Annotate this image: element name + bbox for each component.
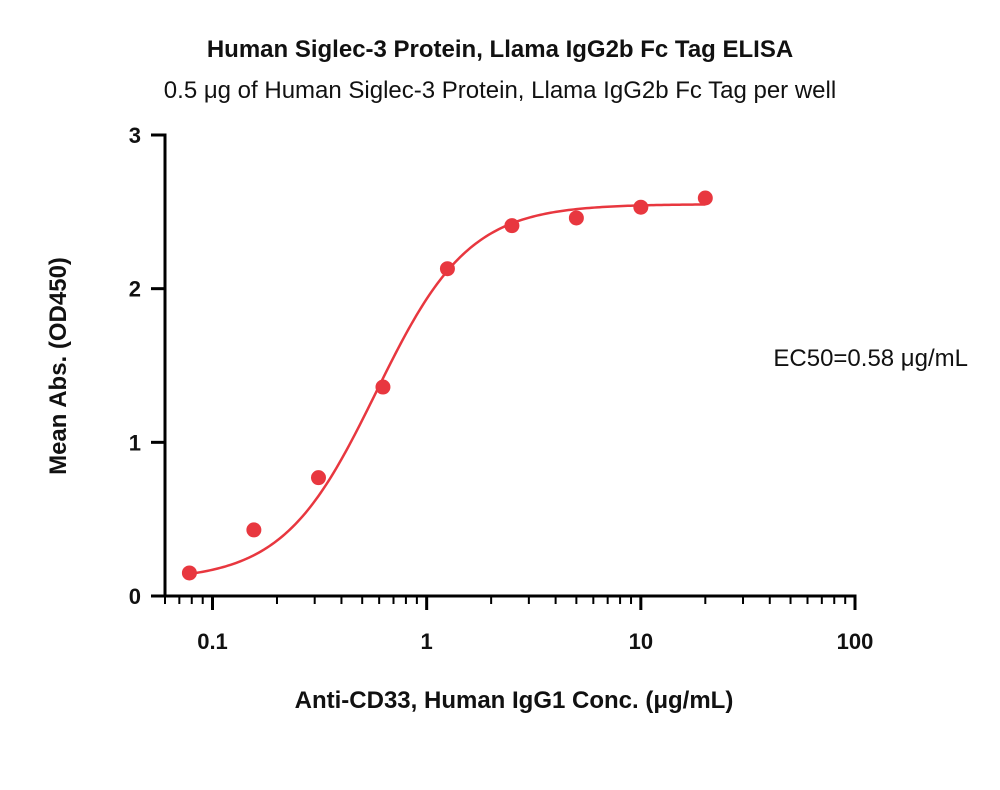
data-point-4 <box>439 261 455 277</box>
axes: 0 1 2 3 0.1 1 10 100 <box>129 123 874 654</box>
x-tick-label-1: 1 <box>421 629 433 654</box>
ec50-annotation: EC50=0.58 μg/mL <box>773 345 968 372</box>
x-tick-label-0: 0.1 <box>197 629 228 654</box>
fit-layer <box>189 203 706 576</box>
y-tick-label-0: 0 <box>129 584 141 609</box>
data-point-7 <box>633 199 649 215</box>
y-axis-title: Mean Abs. (OD450) <box>45 257 72 475</box>
x-tick-label-3: 100 <box>837 629 874 654</box>
data-point-1 <box>246 522 262 538</box>
data-point-8 <box>697 190 713 206</box>
x-tick-label-2: 10 <box>629 629 653 654</box>
y-tick-label-3: 3 <box>129 123 141 148</box>
chart-title: Human Siglec-3 Protein, Llama IgG2b Fc T… <box>206 36 794 63</box>
data-point-0 <box>181 565 197 581</box>
chart-subtitle: 0.5 μg of Human Siglec-3 Protein, Llama … <box>163 77 837 104</box>
data-point-3 <box>375 379 391 395</box>
y-tick-label-2: 2 <box>129 277 141 302</box>
x-axis-title: Anti-CD33, Human IgG1 Conc. (μg/mL) <box>295 687 734 714</box>
data-point-5 <box>504 218 520 234</box>
data-point-2 <box>310 470 326 486</box>
points-layer <box>181 190 713 581</box>
fit-curve <box>189 203 706 576</box>
data-point-6 <box>568 210 584 226</box>
y-tick-label-1: 1 <box>129 430 141 455</box>
